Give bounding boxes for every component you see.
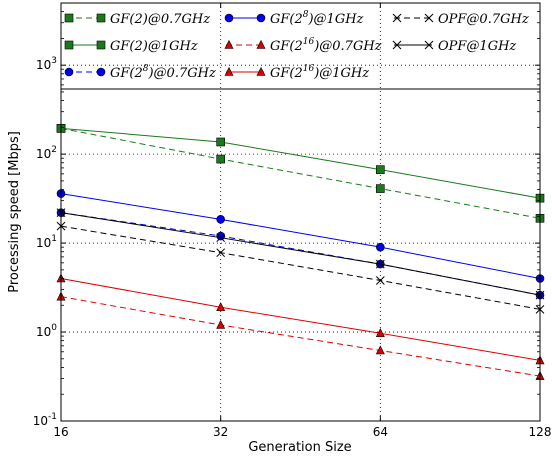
- series-line: [60, 212, 541, 296]
- legend-entry: GF(28)@0.7GHz: [64, 64, 216, 81]
- data-point: [64, 13, 74, 23]
- data-point: [216, 137, 225, 147]
- series-line: [60, 127, 541, 219]
- data-point: [224, 39, 234, 49]
- data-point: [424, 40, 434, 50]
- data-point: [375, 345, 385, 355]
- legend-entry: OPF@1GHz: [392, 39, 516, 54]
- legend-entry: GF(2)@0.7GHz: [64, 12, 210, 27]
- y-tick-label: 103: [36, 56, 57, 72]
- data-point: [216, 248, 226, 258]
- data-point: [376, 165, 385, 174]
- series-line: [60, 212, 541, 296]
- x-tick-label: 32: [213, 425, 228, 439]
- data-point: [256, 66, 266, 76]
- legend-label: OPF@1GHz: [438, 39, 516, 54]
- data-point: [375, 276, 385, 285]
- data-point: [216, 233, 226, 243]
- data-point: [216, 302, 226, 312]
- series-line: [60, 277, 541, 361]
- legend-entry: OPF@0.7GHz: [392, 12, 529, 27]
- series-opf-0-7ghz: [56, 221, 545, 314]
- data-point: [216, 231, 225, 241]
- data-point: [376, 242, 385, 252]
- series-line: [60, 127, 541, 199]
- data-point: [424, 13, 434, 23]
- legend-label: GF(2)@0.7GHz: [110, 12, 210, 27]
- y-tick-label: 102: [36, 145, 57, 161]
- series-gf-2-16-0-7ghz: [56, 291, 545, 380]
- legend-entry: GF(28)@1GHz: [224, 10, 364, 27]
- legend-entry: GF(216)@1GHz: [224, 64, 369, 81]
- data-point: [392, 40, 402, 50]
- x-axis-label: Generation Size: [248, 440, 351, 455]
- series-gf-2-8-0-7ghz: [56, 208, 545, 300]
- data-point: [216, 154, 225, 164]
- y-tick-label: 101: [36, 234, 57, 250]
- data-point: [392, 13, 402, 23]
- data-point: [224, 66, 234, 76]
- series-gf-2-16-1ghz: [56, 273, 545, 365]
- x-tick-label: 64: [373, 425, 388, 439]
- axis-ticks: 16 32 64 128 10-1 100 101 102 103: [33, 3, 552, 439]
- series-line: [60, 225, 541, 310]
- legend-label: GF(216)@1GHz: [270, 64, 369, 81]
- series-line: [60, 296, 541, 377]
- data-point: [375, 259, 385, 269]
- data-point: [96, 13, 106, 23]
- series-line: [60, 193, 541, 279]
- data-point: [375, 328, 385, 338]
- legend-entry: GF(216)@0.7GHz: [224, 37, 382, 54]
- data-point: [376, 184, 385, 193]
- data-point: [216, 319, 226, 329]
- x-tick-label: 16: [53, 425, 68, 439]
- series-gf-2-0-7ghz: [56, 124, 545, 223]
- legend: GF(2)@0.7GHz GF(2)@1GHz GF(28)@0.7GHz GF(28…: [64, 10, 529, 81]
- legend-label: GF(216)@0.7GHz: [270, 37, 382, 54]
- data-point: [64, 67, 74, 77]
- data-point: [64, 40, 74, 50]
- data-point: [256, 13, 266, 23]
- data-point: [216, 215, 225, 224]
- data-point: [96, 40, 106, 50]
- y-tick-label: 100: [36, 323, 57, 339]
- series-gf-2-8-1ghz: [56, 189, 545, 283]
- series-opf-1ghz: [56, 208, 545, 300]
- data-point: [96, 67, 106, 77]
- legend-label: OPF@0.7GHz: [438, 12, 529, 27]
- legend-label: GF(28)@0.7GHz: [110, 64, 216, 81]
- x-tick-label: 128: [529, 425, 552, 439]
- y-tick-label: 10-1: [33, 412, 57, 428]
- legend-entry: GF(2)@1GHz: [64, 39, 198, 54]
- data-point: [256, 39, 266, 49]
- legend-label: GF(2)@1GHz: [110, 39, 198, 54]
- data-point: [224, 13, 234, 23]
- y-axis-label: Processing speed [Mbps]: [7, 131, 22, 293]
- plot-frame: [60, 2, 541, 422]
- series-gf-2-1ghz: [56, 124, 545, 203]
- legend-label: GF(28)@1GHz: [270, 10, 364, 27]
- series-lines: [56, 124, 545, 380]
